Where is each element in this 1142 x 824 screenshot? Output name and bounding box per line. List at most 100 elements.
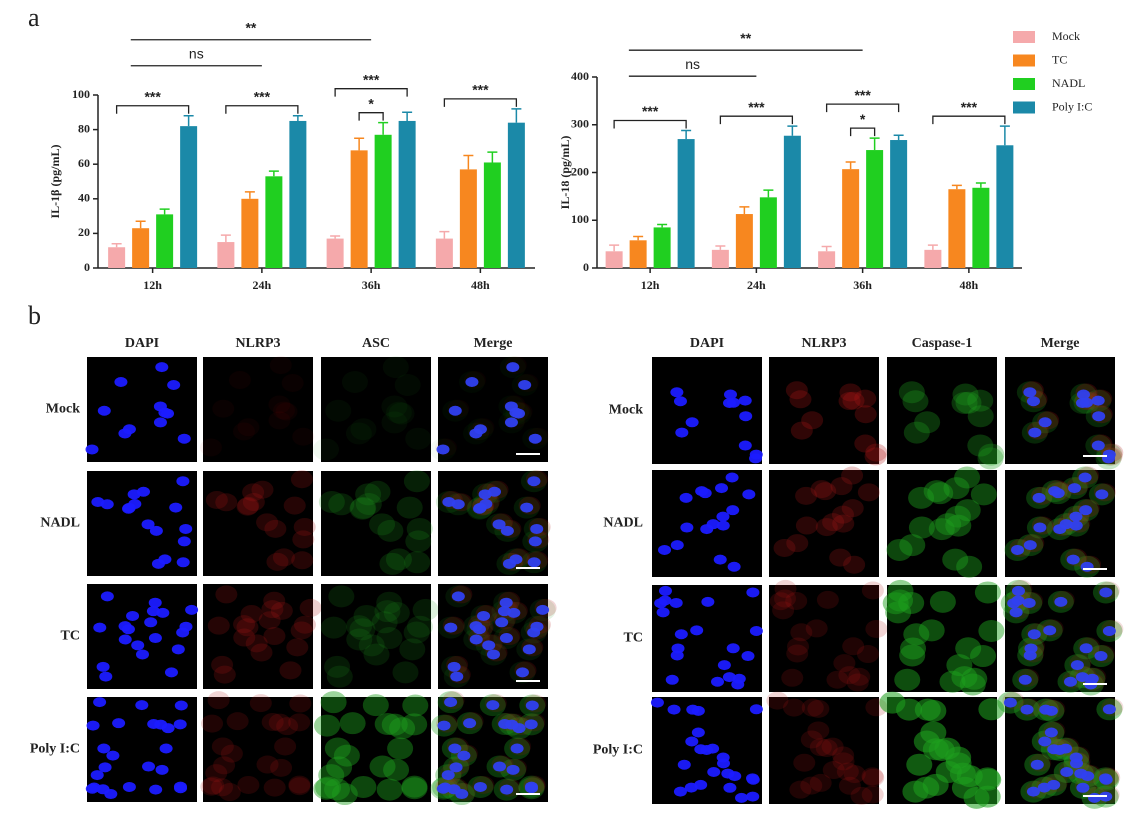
cytoplasm-red (205, 764, 228, 783)
cytoplasm-red (228, 371, 251, 390)
cytoplasm (371, 611, 398, 634)
bar (866, 150, 884, 268)
nucleus (723, 389, 737, 400)
nucleus (1076, 389, 1090, 400)
nucleus (746, 773, 760, 784)
cytoplasm (404, 551, 431, 574)
cytoplasm-red (850, 786, 873, 805)
cytoplasm-red (832, 514, 855, 533)
nucleus (174, 700, 188, 711)
cytoplasm-red (842, 391, 865, 410)
cytoplasm (377, 519, 404, 542)
cytoplasm (922, 738, 949, 761)
cytoplasm-red (838, 666, 861, 685)
nucleus (477, 610, 491, 621)
bar (890, 140, 908, 268)
nucleus (1054, 596, 1068, 607)
significance-bracket (334, 88, 408, 97)
cytoplasm-red (218, 783, 241, 802)
nucleus (670, 540, 684, 551)
x-tick-label: 36h (362, 278, 381, 292)
nucleus (151, 558, 165, 569)
cytoplasm-red (211, 655, 234, 674)
nucleus (482, 640, 496, 651)
cytoplasm (977, 447, 1004, 470)
nucleus (96, 661, 110, 672)
y-tick-label: 40 (78, 191, 90, 205)
cytoplasm-red (213, 756, 236, 775)
bar (842, 169, 860, 268)
cytoplasm (402, 694, 429, 717)
bar (677, 139, 695, 268)
nucleus (749, 704, 763, 715)
nucleus (444, 697, 458, 708)
nucleus (1064, 676, 1078, 687)
legend-label: NADL (1052, 76, 1085, 90)
cytoplasm (318, 490, 345, 513)
nucleus (727, 561, 741, 572)
cytoplasm-red (274, 737, 297, 756)
nucleus (1091, 395, 1105, 406)
nucleus (527, 476, 541, 487)
cytoplasm-red (831, 505, 854, 524)
nucleus (136, 486, 150, 497)
cytoplasm-red (807, 721, 830, 740)
cytoplasm-red (774, 579, 797, 598)
cytoplasm-red (805, 619, 828, 638)
cytoplasm (970, 645, 997, 668)
panel-label: b (28, 301, 41, 330)
cytoplasm-red (281, 373, 304, 392)
cytoplasm (392, 661, 419, 684)
nucleus (506, 362, 520, 373)
nucleus (154, 719, 168, 730)
error-bar (657, 223, 668, 228)
significance-label: ** (740, 30, 751, 46)
cytoplasm-red (826, 670, 849, 689)
nucleus (1048, 486, 1062, 497)
nucleus (749, 625, 763, 636)
cytoplasm (951, 666, 978, 689)
micrograph (882, 579, 1005, 696)
y-axis-label: IL-18 (pg/mL) (558, 136, 572, 210)
nucleus (85, 444, 99, 455)
cytoplasm-red (201, 714, 224, 733)
error-bar (715, 245, 726, 250)
cytoplasm (339, 712, 366, 735)
legend-label: Poly I:C (1052, 99, 1092, 113)
cytoplasm-red (293, 615, 316, 634)
y-tick-label: 400 (571, 69, 589, 83)
micrograph (769, 579, 888, 692)
nucleus (722, 672, 736, 683)
micrograph (769, 466, 880, 577)
significance-bracket (825, 103, 900, 113)
y-axis-label: IL-1β (pg/mL) (48, 145, 62, 219)
nucleus (155, 764, 169, 775)
nucleus (725, 472, 739, 483)
nucleus (153, 417, 167, 428)
nucleus (1024, 643, 1038, 654)
nucleus (486, 649, 500, 660)
error-bar (159, 208, 170, 215)
nucleus (90, 770, 104, 781)
cytoplasm (902, 390, 929, 413)
nucleus (650, 697, 664, 708)
nucleus (701, 596, 715, 607)
cytoplasm-red (857, 483, 880, 502)
micrograph-background (203, 697, 313, 802)
micrograph (435, 470, 551, 576)
cytoplasm (376, 591, 403, 614)
bar (759, 197, 777, 268)
cytoplasm (396, 496, 423, 519)
cytoplasm (956, 555, 983, 578)
error-bar (869, 137, 880, 151)
row-label: Mock (46, 402, 80, 417)
cytoplasm-red (862, 768, 885, 787)
nucleus (741, 651, 755, 662)
nucleus (677, 759, 691, 770)
nucleus (142, 761, 156, 772)
nucleus (723, 782, 737, 793)
cytoplasm-red (838, 392, 861, 411)
nucleus (536, 604, 550, 615)
cytoplasm (898, 591, 925, 614)
x-tick-label: 24h (253, 278, 272, 292)
